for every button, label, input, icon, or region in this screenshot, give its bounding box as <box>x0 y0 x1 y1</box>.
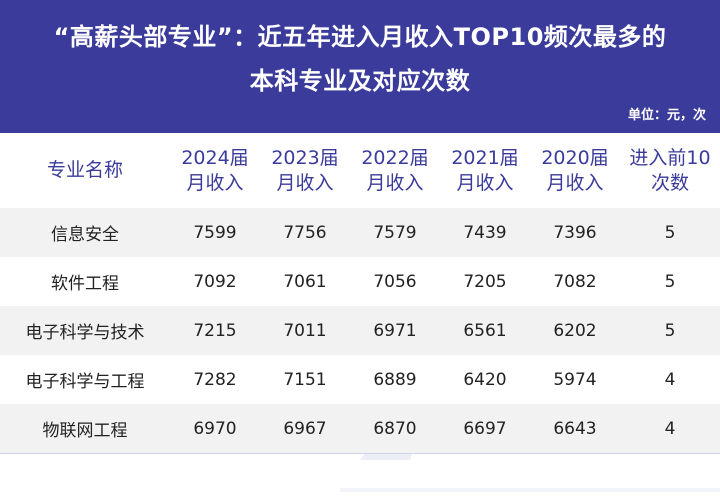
cell-2024: 7215 <box>193 320 237 341</box>
cell-2024: 7282 <box>193 369 237 390</box>
table-header-row: 专业名称 2024届 月收入 2023届 月收入 2022届 月收入 2021届 月收入… <box>0 133 720 208</box>
cell-2021: 6561 <box>463 320 507 341</box>
cell-major: 电子科学与技术 <box>25 323 145 343</box>
cell-2021: 6420 <box>463 369 507 390</box>
cell-2020: 6202 <box>553 320 597 341</box>
cell-2021: 7439 <box>463 222 507 243</box>
table-row: 电子科学与工程 7282 7151 6889 6420 5974 4 <box>0 355 720 404</box>
cell-2020: 7082 <box>553 271 597 292</box>
cell-count: 5 <box>664 222 676 243</box>
header-banner: “高薪头部专业”：近五年进入月收入TOP10频次最多的 本科专业及对应次数 单位… <box>0 0 720 133</box>
header-major: 专业名称 <box>46 159 123 181</box>
table-row: 信息安全 7599 7756 7579 7439 7396 5 <box>0 208 720 257</box>
table-row: 物联网工程 6970 6967 6870 6697 6643 4 <box>0 404 720 453</box>
table-row: 电子科学与技术 7215 7011 6971 6561 6202 5 <box>0 306 720 355</box>
cell-count: 5 <box>664 271 676 292</box>
cell-count: 4 <box>664 369 676 390</box>
cell-2020: 5974 <box>553 369 597 390</box>
cell-major: 软件工程 <box>51 274 119 294</box>
cell-2021: 6697 <box>463 418 507 439</box>
cell-2023: 7011 <box>283 320 327 341</box>
header-2024: 2024届 月收入 <box>181 146 249 194</box>
cell-2022: 6971 <box>373 320 417 341</box>
table-bottom-divider <box>0 453 720 454</box>
cell-2022: 6889 <box>373 369 417 390</box>
salary-table: 专业名称 2024届 月收入 2023届 月收入 2022届 月收入 2021届 月收入… <box>0 133 720 453</box>
cell-2023: 6967 <box>283 418 327 439</box>
header-top10-count: 进入前10 次数 <box>629 146 711 194</box>
title-line-2: 本科专业及对应次数 <box>249 67 471 95</box>
title-line-1: “高薪头部专业”：近五年进入月收入TOP10频次最多的 <box>53 23 667 51</box>
cell-major: 电子科学与工程 <box>25 372 145 392</box>
cell-2024: 7599 <box>193 222 237 243</box>
cell-2022: 7056 <box>373 271 417 292</box>
cell-major: 物联网工程 <box>42 421 128 441</box>
cell-2020: 6643 <box>553 418 597 439</box>
header-2023: 2023届 月收入 <box>271 146 339 194</box>
cell-count: 5 <box>664 320 676 341</box>
cell-2021: 7205 <box>463 271 507 292</box>
cell-2024: 7092 <box>193 271 237 292</box>
cell-major: 信息安全 <box>51 225 119 245</box>
cell-2023: 7151 <box>283 369 327 390</box>
cell-2024: 6970 <box>193 418 237 439</box>
cell-count: 4 <box>664 418 676 439</box>
cell-2022: 7579 <box>373 222 417 243</box>
header-2022: 2022届 月收入 <box>361 146 429 194</box>
cell-2022: 6870 <box>373 418 417 439</box>
header-2020: 2020届 月收入 <box>541 146 609 194</box>
cell-2023: 7061 <box>283 271 327 292</box>
cell-2023: 7756 <box>283 222 327 243</box>
unit-label: 单位：元，次 <box>627 108 706 123</box>
header-2021: 2021届 月收入 <box>451 146 519 194</box>
cell-2020: 7396 <box>553 222 597 243</box>
table-row: 软件工程 7092 7061 7056 7205 7082 5 <box>0 257 720 306</box>
